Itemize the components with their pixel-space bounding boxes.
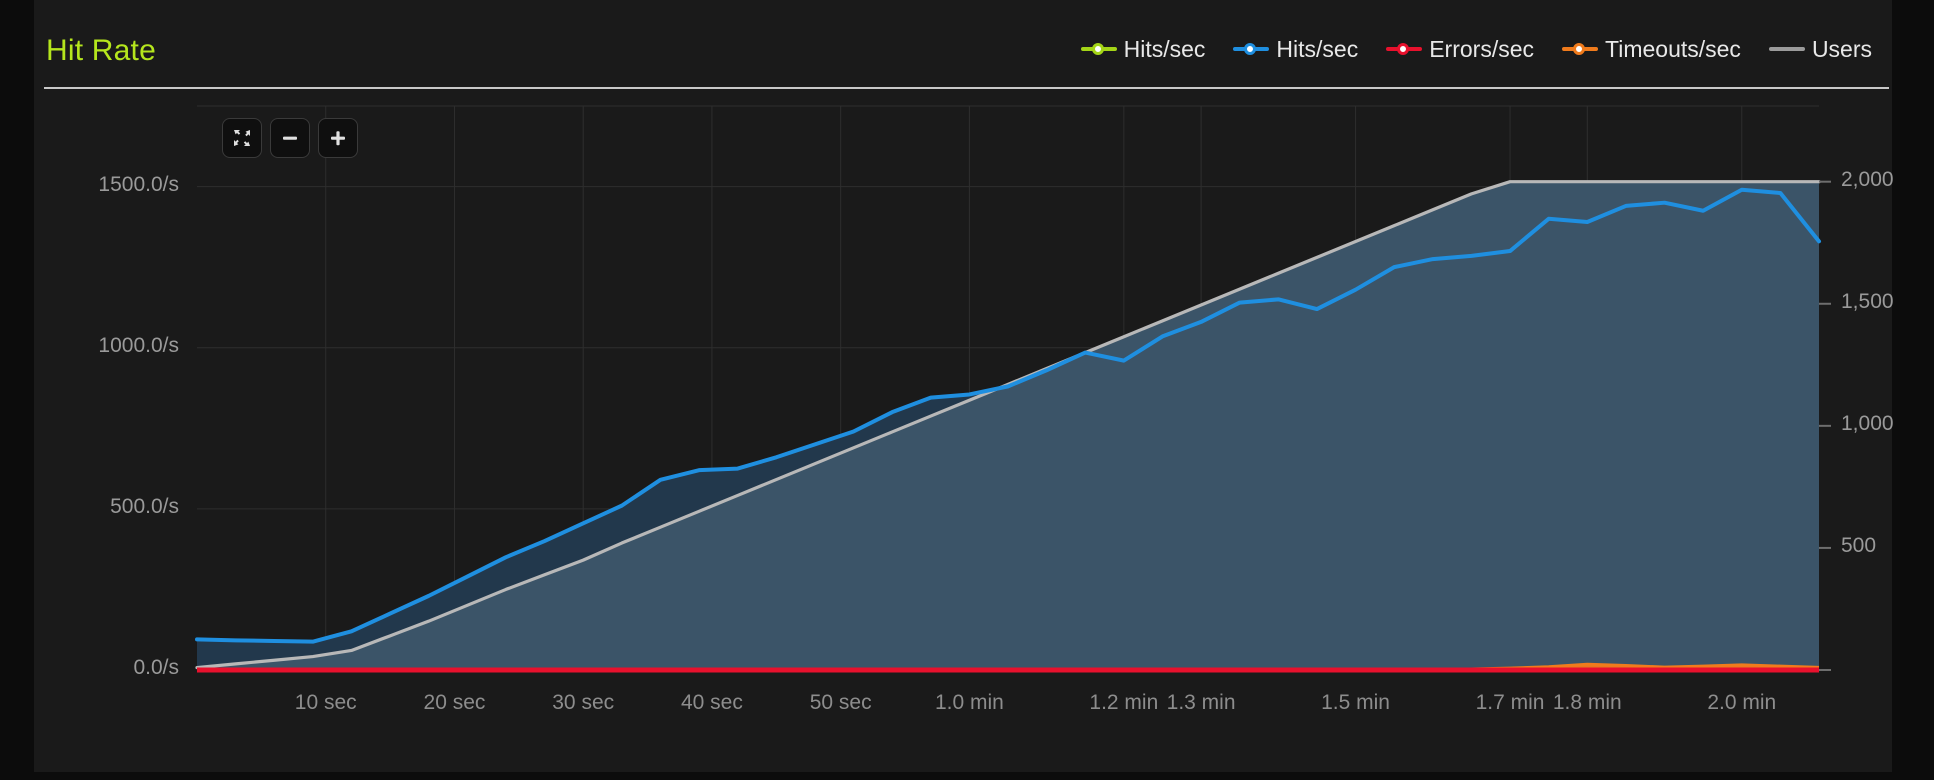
legend-marker-icon: [1768, 42, 1805, 56]
x-axis-tick-label: 10 sec: [294, 691, 357, 714]
zoom-controls: [222, 118, 358, 158]
y-axis-left-tick-label: 1000.0/s: [98, 333, 179, 357]
legend-item-label: Hits/sec: [1276, 35, 1359, 62]
right-axis-ticks: [1819, 180, 1831, 671]
minus-icon: [283, 136, 297, 140]
y-axis-left-tick-label: 500.0/s: [110, 494, 179, 518]
chart-svg: [195, 105, 1831, 673]
page-background-bottom: [0, 772, 1934, 780]
zoom-in-button[interactable]: [318, 118, 358, 158]
legend-marker-icon: [1386, 42, 1423, 56]
legend-item-label: Users: [1811, 35, 1872, 62]
y-axis-right-tick-label: 500: [1841, 533, 1877, 557]
x-axis-tick-label: 1.8 min: [1552, 691, 1622, 714]
x-axis-tick-label: 1.5 min: [1321, 691, 1390, 714]
page-title: Hit Rate: [46, 34, 156, 67]
hit-rate-panel: Hit Rate Hits/sec Hits/sec Errors/sec Timeo…: [34, 0, 1894, 772]
x-axis-tick-label: 1.3 min: [1166, 691, 1236, 714]
y-axis-left-tick-label: 0.0/s: [133, 656, 179, 679]
legend-item-label: Timeouts/sec: [1605, 35, 1741, 62]
expand-icon: [234, 130, 250, 146]
legend-item-hits-sec-1[interactable]: Hits/sec: [1233, 36, 1358, 63]
fit-to-view-button[interactable]: [222, 118, 262, 158]
x-axis-tick-label: 2.0 min: [1707, 691, 1777, 714]
legend-item-label: Hits/sec: [1123, 35, 1206, 62]
x-axis-tick-label: 30 sec: [552, 691, 615, 714]
legend-item-timeouts-sec-3[interactable]: Timeouts/sec: [1562, 36, 1741, 63]
y-axis-left-tick-label: 1500.0/s: [98, 172, 179, 196]
x-axis-tick-label: 1.7 min: [1475, 691, 1545, 714]
legend-marker-icon: [1562, 42, 1599, 56]
x-axis-tick-label: 1.0 min: [934, 691, 1004, 714]
y-axis-right-tick-label: 1,000: [1841, 411, 1894, 435]
x-axis-tick-label: 20 sec: [423, 691, 486, 714]
series-line-hits: [195, 187, 1821, 644]
zoom-out-button[interactable]: [270, 118, 310, 158]
title-divider: [44, 87, 1889, 89]
y-axis-right-tick-label: 2,000: [1841, 167, 1894, 191]
x-axis-tick-label: 1.2 min: [1089, 691, 1159, 714]
chart-plot-area: 0.0/s 500.0/s 1000.0/s 1500.0/s 500 1,000 1,50…: [34, 88, 1894, 772]
x-axis-tick-label: 40 sec: [680, 691, 743, 714]
legend-item-hits-sec-0[interactable]: Hits/sec: [1080, 35, 1206, 63]
plus-icon: [331, 131, 345, 146]
page-background-right: [1892, 0, 1934, 780]
x-axis-tick-label: 50 sec: [809, 691, 872, 714]
page-background-left: [0, 0, 34, 780]
users-area-fill: [197, 181, 1819, 670]
legend-item-errors-sec-2[interactable]: Errors/sec: [1386, 36, 1534, 63]
legend-marker-icon: [1080, 42, 1117, 56]
legend-marker-icon: [1233, 42, 1270, 56]
y-axis-right-tick-label: 1,500: [1841, 289, 1894, 313]
chart-legend: Hits/sec Hits/sec Errors/sec Timeouts/sec Us…: [1080, 34, 1872, 64]
panel-header: Hit Rate Hits/sec Hits/sec Errors/sec Timeo…: [34, 0, 1892, 89]
legend-item-users-4[interactable]: Users: [1768, 35, 1872, 63]
legend-item-label: Errors/sec: [1429, 35, 1535, 62]
